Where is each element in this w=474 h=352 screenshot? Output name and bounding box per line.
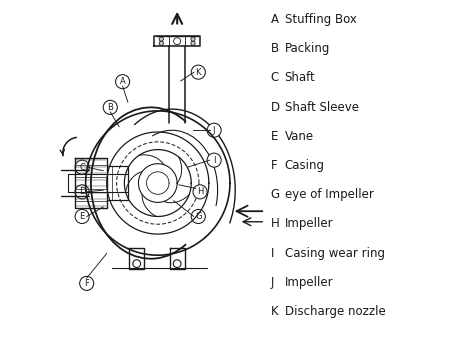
Circle shape: [191, 209, 205, 224]
Circle shape: [75, 160, 89, 174]
Text: K: K: [196, 68, 201, 77]
Text: B: B: [107, 103, 113, 112]
Text: I: I: [271, 247, 274, 259]
Text: G: G: [271, 188, 280, 201]
Text: E: E: [80, 212, 85, 221]
Text: Packing: Packing: [284, 42, 330, 55]
Circle shape: [75, 185, 89, 199]
Circle shape: [193, 185, 207, 199]
Circle shape: [116, 75, 130, 89]
Text: D: D: [79, 187, 85, 196]
Text: C: C: [271, 71, 279, 84]
Circle shape: [191, 37, 195, 41]
Circle shape: [103, 100, 118, 114]
Text: H: H: [271, 218, 279, 230]
Text: C: C: [79, 163, 85, 172]
Text: I: I: [213, 156, 215, 165]
Circle shape: [75, 209, 89, 224]
Text: Casing wear ring: Casing wear ring: [284, 247, 384, 259]
Text: D: D: [271, 101, 280, 113]
Circle shape: [207, 153, 221, 167]
Circle shape: [191, 41, 195, 45]
Text: Shaft: Shaft: [284, 71, 315, 84]
Text: F: F: [271, 159, 277, 172]
Text: Vane: Vane: [284, 130, 314, 143]
Text: eye of Impeller: eye of Impeller: [284, 188, 374, 201]
Text: B: B: [271, 42, 279, 55]
Circle shape: [207, 123, 221, 137]
Text: A: A: [120, 77, 126, 86]
Text: Stuffing Box: Stuffing Box: [284, 13, 356, 26]
Text: E: E: [271, 130, 278, 143]
Text: Shaft Sleeve: Shaft Sleeve: [284, 101, 358, 113]
Circle shape: [191, 65, 205, 79]
Text: F: F: [84, 279, 89, 288]
Text: H: H: [197, 187, 203, 196]
Circle shape: [159, 41, 164, 45]
Text: K: K: [271, 305, 278, 318]
Circle shape: [80, 276, 94, 290]
Text: Impeller: Impeller: [284, 276, 333, 289]
Text: Impeller: Impeller: [284, 218, 333, 230]
Text: Discharge nozzle: Discharge nozzle: [284, 305, 385, 318]
Circle shape: [159, 37, 164, 41]
Text: Casing: Casing: [284, 159, 325, 172]
Text: G: G: [195, 212, 201, 221]
Text: J: J: [213, 126, 215, 135]
Text: A: A: [271, 13, 278, 26]
Text: J: J: [271, 276, 274, 289]
